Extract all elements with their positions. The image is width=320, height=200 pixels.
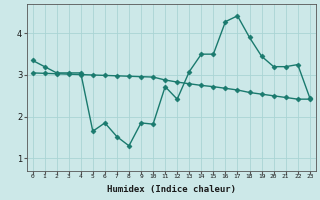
X-axis label: Humidex (Indice chaleur): Humidex (Indice chaleur) <box>107 185 236 194</box>
